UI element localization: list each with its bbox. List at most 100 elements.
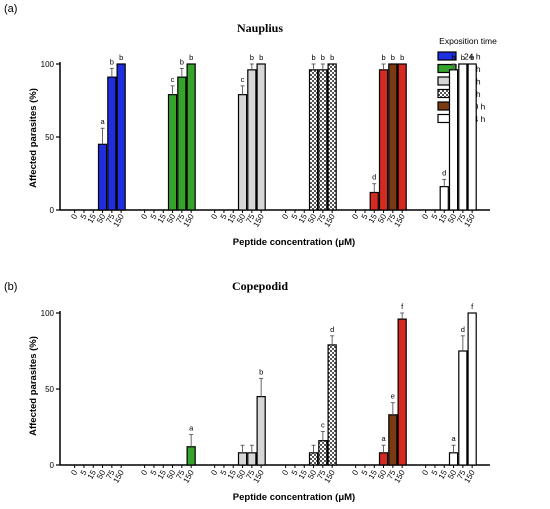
- significance-letter: b: [400, 53, 404, 62]
- bar: [327, 344, 337, 466]
- bar: [369, 191, 379, 211]
- bar: [167, 94, 178, 211]
- x-tick-label: 0: [350, 468, 360, 477]
- significance-letter: d: [372, 173, 376, 182]
- significance-letter: b: [311, 53, 315, 62]
- significance-letter: b: [189, 53, 193, 62]
- bar: [318, 69, 328, 211]
- legend-swatch: [437, 51, 457, 61]
- significance-letter: b: [461, 53, 465, 62]
- x-tick-label: 150: [251, 468, 266, 485]
- significance-letter: c: [171, 75, 175, 84]
- x-tick-label: 0: [209, 212, 219, 221]
- bar: [448, 69, 459, 211]
- x-tick-label: 0: [139, 212, 149, 221]
- panel-a-x-axis-title: Peptide concentration (μM): [233, 237, 355, 248]
- significance-letter: e: [391, 392, 395, 401]
- x-tick-label: 0: [420, 468, 430, 477]
- bar: [397, 318, 407, 466]
- x-tick-label: 150: [462, 212, 477, 229]
- significance-letter: b: [321, 53, 325, 62]
- x-tick-label: 150: [392, 468, 407, 485]
- significance-letter: b: [259, 367, 263, 376]
- x-tick-label: 150: [462, 468, 477, 485]
- bar: [388, 414, 398, 466]
- x-tick-label: 5: [79, 212, 89, 221]
- panel-tag-b: (b): [4, 281, 17, 293]
- significance-letter: a: [189, 424, 194, 433]
- significance-letter: f: [401, 302, 404, 311]
- bar: [397, 63, 407, 211]
- significance-letter: b: [250, 53, 254, 62]
- bar: [318, 440, 328, 466]
- x-tick-label: 5: [219, 212, 229, 221]
- bar: [256, 396, 266, 466]
- bar: [327, 63, 337, 211]
- bar: [467, 63, 477, 211]
- significance-letter: b: [381, 53, 385, 62]
- bar: [378, 69, 389, 211]
- significance-letter: a: [100, 117, 105, 126]
- x-tick-label: 0: [139, 468, 149, 477]
- y-tick-label: 100: [41, 309, 55, 318]
- x-tick-label: 150: [392, 212, 407, 229]
- x-tick-label: 5: [79, 468, 89, 477]
- x-tick-label: 0: [350, 212, 360, 221]
- significance-letter: b: [330, 53, 334, 62]
- x-tick-label: 0: [280, 212, 290, 221]
- bar: [448, 452, 459, 466]
- bar: [186, 63, 196, 211]
- panel-b-y-axis-title: Affected parasites (%): [28, 336, 39, 436]
- bar: [458, 350, 468, 466]
- significance-letter: a: [381, 434, 386, 443]
- y-tick-label: 0: [50, 206, 55, 215]
- x-tick-label: 5: [360, 468, 370, 477]
- bar: [388, 63, 398, 211]
- panel-tag-a: (a): [4, 3, 17, 15]
- significance-letter: b: [391, 53, 395, 62]
- legend-swatch: [437, 63, 457, 74]
- x-tick-label: 5: [149, 212, 159, 221]
- y-tick-label: 50: [45, 385, 54, 394]
- bar: [116, 63, 126, 211]
- significance-letter: b: [180, 57, 184, 66]
- bar: [439, 186, 449, 211]
- panel-b-x-axis-title: Peptide concentration (μM): [233, 492, 355, 503]
- x-tick-label: 150: [111, 468, 126, 485]
- significance-letter: b: [119, 53, 123, 62]
- y-tick-label: 100: [41, 60, 55, 69]
- legend-title: Exposition time: [439, 36, 497, 46]
- bar: [237, 452, 248, 466]
- panel-a-title: Nauplius: [237, 21, 283, 35]
- significance-letter: c: [321, 421, 325, 430]
- x-tick-label: 150: [111, 212, 126, 229]
- x-tick-label: 5: [360, 212, 370, 221]
- panel-a-y-axis-title: Affected parasites (%): [28, 88, 39, 188]
- bar: [467, 312, 477, 466]
- x-tick-label: 0: [69, 212, 79, 221]
- x-tick-label: 150: [322, 212, 337, 229]
- x-tick-label: 0: [280, 468, 290, 477]
- significance-letter: b: [259, 53, 263, 62]
- x-tick-label: 150: [181, 212, 196, 229]
- x-tick-label: 5: [219, 468, 229, 477]
- x-tick-label: 0: [69, 468, 79, 477]
- significance-letter: b: [451, 53, 455, 62]
- bar: [237, 94, 248, 211]
- x-tick-label: 5: [149, 468, 159, 477]
- bar: [247, 452, 257, 466]
- bar: [378, 452, 389, 466]
- bar: [256, 63, 266, 211]
- bar: [308, 69, 319, 211]
- bar: [186, 446, 196, 466]
- significance-letter: f: [471, 302, 474, 311]
- x-tick-label: 5: [290, 212, 300, 221]
- bar: [308, 452, 319, 466]
- bar: [247, 69, 257, 211]
- x-tick-label: 150: [181, 468, 196, 485]
- bar: [97, 143, 108, 211]
- x-tick-label: 5: [290, 468, 300, 477]
